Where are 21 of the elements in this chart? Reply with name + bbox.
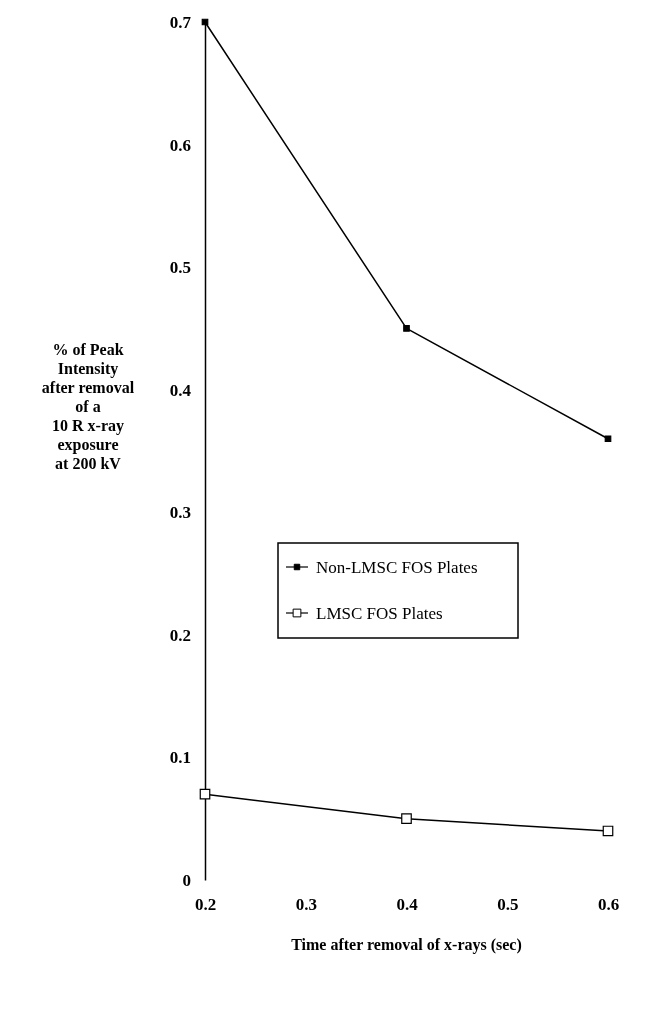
- y-tick-label: 0: [182, 870, 191, 890]
- x-tick-label: 0.3: [295, 895, 317, 915]
- point: [604, 435, 612, 443]
- x-axis-title: Time after removal of x-rays (sec): [291, 936, 522, 954]
- point: [199, 788, 211, 800]
- y-tick-label: 0.2: [169, 625, 191, 645]
- y-tick-label: 0.3: [169, 503, 191, 523]
- y-tick-label: 0.6: [169, 135, 191, 155]
- x-tick-label: 0.4: [396, 895, 419, 915]
- y-tick-label: 0.1: [169, 748, 191, 768]
- y-tick-label: 0.7: [169, 12, 192, 32]
- legend-label: Non-LMSC FOS Plates: [316, 558, 478, 577]
- y-tick-label: 0.4: [169, 380, 192, 400]
- point: [403, 325, 410, 332]
- x-tick-label: 0.5: [497, 895, 519, 915]
- point: [401, 813, 412, 825]
- x-tick-label: 0.2: [194, 895, 217, 915]
- y-tick-label: 0.5: [169, 258, 191, 278]
- y-axis-title: % of Peak Intensity after removal of a 10 R x-ray exposure at 200 kV: [41, 341, 135, 472]
- legend-label: LMSC FOS Plates: [316, 604, 443, 623]
- x-tick-label: 0.6: [597, 895, 620, 915]
